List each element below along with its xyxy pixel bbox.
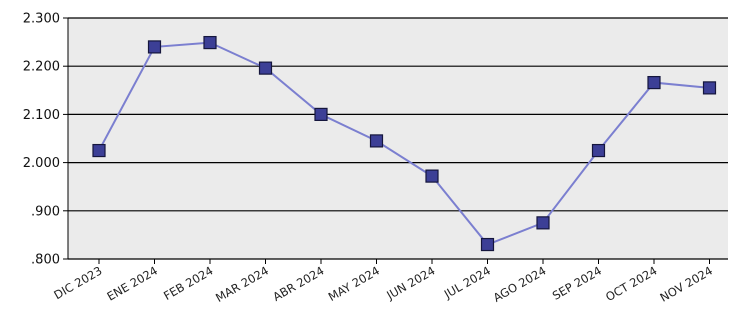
y-tick-label: 2.100 [23, 108, 60, 123]
y-tick-label: 2.300 [23, 12, 60, 27]
series-line [98, 41, 710, 246]
data-point [591, 143, 606, 158]
x-tick-label: FEB 2024 [161, 263, 215, 302]
y-tick-label: 2.000 [23, 156, 60, 171]
x-tick-label: SEP 2024 [550, 263, 604, 302]
plot-background [68, 18, 728, 259]
x-tick-label: AGO 2024 [491, 263, 549, 304]
data-point [536, 216, 550, 230]
y-tick-label: 2.200 [23, 60, 60, 75]
y-tick-label: .800 [31, 253, 60, 268]
y-tick-label: .900 [31, 204, 60, 219]
x-tick-label: ABR 2024 [270, 263, 326, 303]
data-point [425, 169, 439, 183]
data-point [258, 61, 273, 75]
x-tick-label: MAY 2024 [326, 263, 382, 304]
data-point [702, 81, 717, 95]
data-point [369, 134, 384, 148]
x-tick-label: OCT 2024 [603, 263, 659, 304]
x-tick-label: NOV 2024 [658, 263, 715, 304]
x-tick-label: ENE 2024 [104, 263, 160, 303]
x-tick-label: DIC 2023 [51, 263, 104, 302]
data-point [147, 40, 162, 54]
data-point [480, 237, 495, 252]
data-point [203, 35, 217, 50]
x-tick-label: JUL 2024 [441, 263, 493, 301]
data-point [92, 143, 106, 158]
x-tick-label: MAR 2024 [213, 263, 271, 304]
data-point [647, 75, 661, 90]
x-tick-label: JUN 2024 [383, 263, 437, 302]
data-point [314, 107, 328, 122]
